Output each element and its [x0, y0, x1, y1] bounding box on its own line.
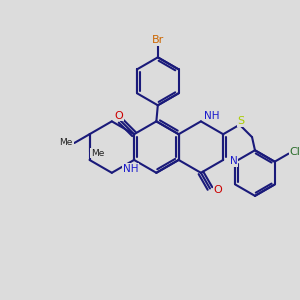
Text: NH: NH	[204, 110, 220, 121]
Text: N: N	[230, 156, 237, 167]
Text: Me: Me	[59, 139, 73, 148]
Text: Br: Br	[152, 35, 164, 45]
Text: O: O	[115, 110, 124, 121]
Text: Me: Me	[91, 149, 104, 158]
Text: Cl: Cl	[290, 147, 300, 157]
Text: S: S	[238, 116, 245, 126]
Text: O: O	[214, 185, 223, 195]
Text: NH: NH	[123, 164, 138, 174]
